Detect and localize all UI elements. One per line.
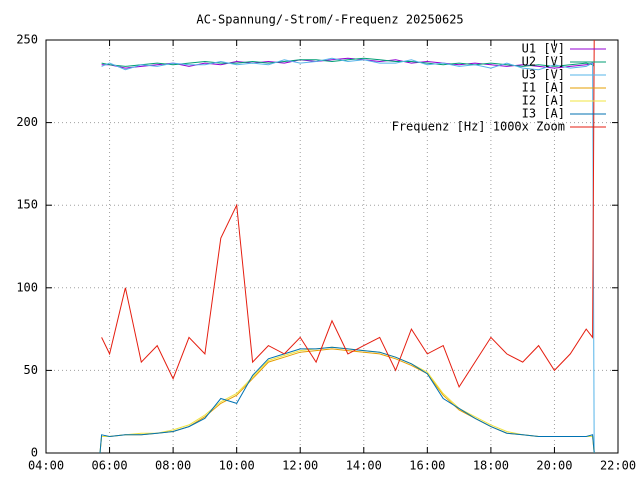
y-tick-label: 0 [31,446,38,460]
y-tick-label: 100 [16,280,38,294]
chart-title: AC-Spannung/-Strom/-Frequenz 20250625 [196,13,463,27]
x-tick-label: 16:00 [409,459,445,473]
x-tick-label: 06:00 [91,459,127,473]
x-tick-label: 18:00 [473,459,509,473]
legend-label: I2 [A] [522,94,565,108]
x-tick-label: 10:00 [219,459,255,473]
series-line [99,346,595,454]
y-tick-label: 200 [16,115,38,129]
legend-label: U3 [V] [522,68,565,82]
x-tick-label: 22:00 [600,459,636,473]
x-tick-label: 14:00 [346,459,382,473]
y-tick-label: 250 [16,33,38,47]
legend-label: U2 [V] [522,55,565,69]
legend-label: Frequenz [Hz] 1000x Zoom [392,120,565,134]
series-line [101,39,595,389]
plot-frame [45,39,619,454]
x-tick-label: 08:00 [155,459,191,473]
legend-label: U1 [V] [522,42,565,56]
series-line [101,57,595,454]
legend-label: I3 [A] [522,107,565,121]
x-tick-label: 04:00 [28,459,64,473]
x-tick-label: 12:00 [282,459,318,473]
legend-label: I1 [A] [522,81,565,95]
x-tick-label: 20:00 [536,459,572,473]
y-tick-label: 50 [24,363,38,377]
y-tick-label: 150 [16,198,38,212]
